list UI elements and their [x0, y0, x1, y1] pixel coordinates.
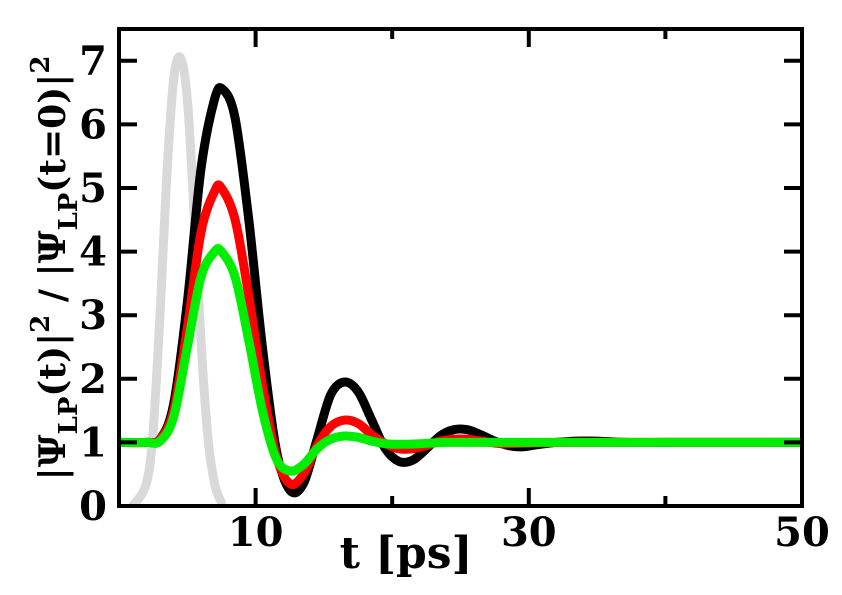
y-axis-title-superscript: 2	[26, 56, 56, 74]
y-tick-label: 5	[79, 165, 107, 212]
y-axis-title-superscript: 2	[26, 315, 56, 333]
series-line-0	[128, 52, 226, 506]
y-axis-title-part: (t=0)|	[32, 74, 74, 193]
y-tick-label: 3	[79, 292, 107, 339]
y-tick-label: 6	[79, 101, 107, 148]
x-tick-label: 50	[774, 509, 830, 556]
series-line-1	[119, 83, 802, 498]
y-tick-label: 2	[79, 356, 107, 403]
x-axis-title: t [ps]	[340, 528, 473, 579]
y-axis-title-part: |Ψ	[32, 434, 74, 480]
y-axis-title-subscript: LP	[54, 397, 84, 435]
y-tick-label: 1	[79, 419, 107, 466]
x-tick-label: 30	[501, 509, 557, 556]
series-layer	[119, 52, 802, 506]
y-axis-title-part: / |Ψ	[32, 230, 74, 314]
y-axis-title-subscript: LP	[54, 193, 84, 231]
y-tick-label: 7	[79, 38, 107, 85]
plot-frame	[117, 27, 804, 508]
series-line-3	[119, 244, 802, 476]
x-tick-label: 10	[228, 509, 284, 556]
y-axis-title-part: (t)|	[32, 333, 74, 397]
y-tick-label: 0	[79, 483, 107, 530]
y-tick-label: 4	[79, 229, 107, 276]
y-axis-title: |ΨLP(t)|2 / |ΨLP(t=0)|2	[26, 56, 84, 481]
